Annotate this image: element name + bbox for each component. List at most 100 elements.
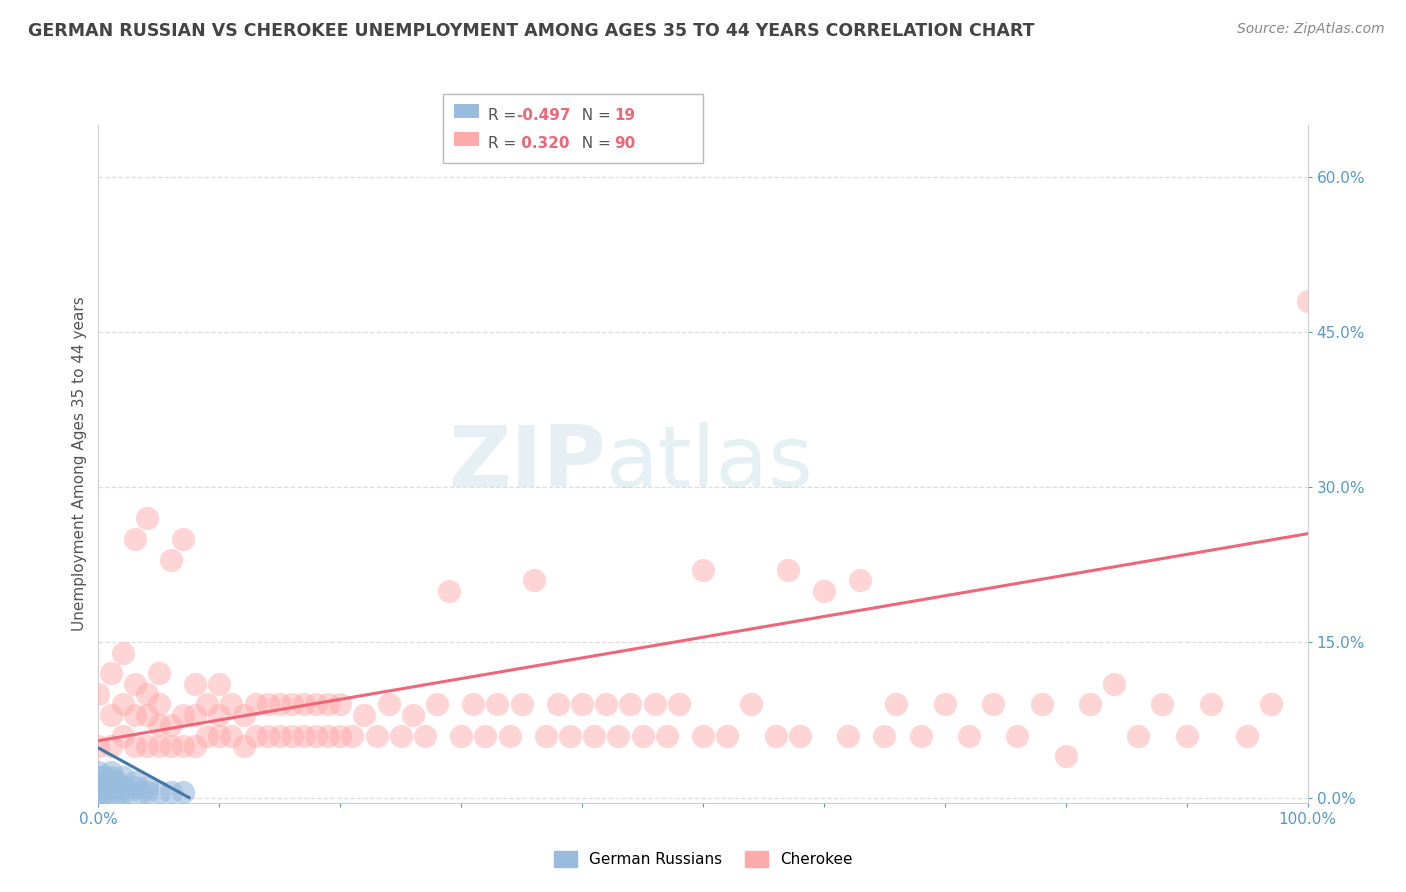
Point (547, 698, 569, 712)
Point (93, 785, 115, 799)
Text: 19: 19 (614, 108, 636, 123)
Point (595, 698, 617, 712)
Point (160, 739, 183, 753)
Point (281, 729, 304, 743)
Point (413, 729, 436, 743)
Point (135, 739, 157, 753)
Point (353, 707, 375, 722)
Point (87, 764, 110, 779)
Point (111, 785, 134, 799)
Point (232, 707, 254, 722)
Point (105, 775, 128, 789)
Point (583, 729, 606, 743)
Point (389, 729, 412, 743)
Point (87, 775, 110, 789)
Point (269, 729, 291, 743)
Point (692, 563, 714, 577)
Point (305, 698, 328, 712)
Point (692, 729, 714, 743)
Point (87, 739, 110, 753)
Point (105, 780, 128, 795)
Point (87, 770, 110, 784)
Point (87, 790, 110, 805)
Point (160, 785, 183, 799)
Point (1236, 729, 1258, 743)
Point (607, 729, 630, 743)
Point (208, 729, 231, 743)
Point (208, 707, 231, 722)
Point (981, 698, 1004, 712)
Point (316, 698, 339, 712)
Point (558, 729, 581, 743)
Point (221, 698, 243, 712)
Point (124, 775, 146, 789)
Point (523, 574, 546, 588)
Point (644, 698, 666, 712)
Point (1054, 749, 1077, 764)
Y-axis label: Unemployment Among Ages 35 to 44 years: Unemployment Among Ages 35 to 44 years (72, 296, 87, 632)
Text: N =: N = (572, 136, 616, 152)
Point (281, 698, 304, 712)
Point (93, 780, 115, 795)
Point (172, 739, 194, 753)
Point (292, 729, 315, 743)
Point (93, 775, 115, 789)
Point (124, 532, 146, 546)
Point (498, 729, 520, 743)
Point (100, 775, 122, 789)
Point (148, 698, 170, 712)
Point (93, 770, 115, 784)
Point (100, 780, 122, 795)
Point (100, 739, 122, 753)
Point (716, 729, 738, 743)
Point (221, 729, 243, 743)
Point (934, 698, 956, 712)
Point (1152, 698, 1174, 712)
Point (377, 698, 399, 712)
Point (668, 698, 690, 712)
Point (510, 698, 533, 712)
Text: R =: R = (488, 136, 522, 152)
Point (184, 707, 207, 722)
Point (426, 698, 449, 712)
Point (160, 552, 183, 566)
Text: 0.320: 0.320 (516, 136, 569, 152)
Point (256, 729, 278, 743)
Point (135, 687, 157, 701)
Point (87, 687, 110, 701)
Point (1199, 698, 1222, 712)
Point (124, 739, 146, 753)
Point (87, 785, 110, 799)
Point (837, 729, 859, 743)
Point (474, 729, 496, 743)
Point (571, 698, 593, 712)
Point (245, 729, 267, 743)
Point (87, 780, 110, 795)
Point (849, 574, 872, 588)
Point (124, 677, 146, 691)
Point (135, 780, 157, 795)
Point (100, 764, 122, 779)
Point (292, 698, 315, 712)
Point (402, 707, 425, 722)
Point (655, 729, 678, 743)
Point (269, 698, 291, 712)
Point (111, 780, 134, 795)
Point (245, 698, 267, 712)
Point (232, 739, 254, 753)
Point (148, 666, 170, 681)
Point (740, 698, 762, 712)
Point (148, 739, 170, 753)
Point (450, 729, 472, 743)
Point (765, 729, 787, 743)
Point (195, 729, 218, 743)
Point (100, 785, 122, 799)
Point (316, 729, 339, 743)
Point (631, 729, 654, 743)
Point (172, 707, 194, 722)
Point (100, 707, 122, 722)
Point (172, 785, 194, 799)
Point (1175, 729, 1198, 743)
Point (813, 583, 835, 598)
Point (1078, 698, 1101, 712)
